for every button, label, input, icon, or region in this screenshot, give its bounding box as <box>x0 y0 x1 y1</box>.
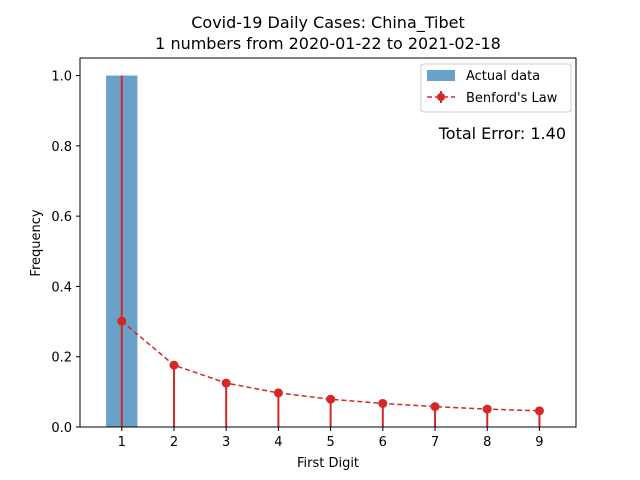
benford-point-2 <box>169 360 179 370</box>
y-tick-label-3: 0.6 <box>51 210 72 225</box>
chart-subtitle: 1 numbers from 2020-01-22 to 2021-02-18 <box>155 34 501 53</box>
legend-box <box>420 63 572 113</box>
x-tick-label-8: 8 <box>483 435 491 450</box>
plot-area: 1 2 3 4 5 6 7 8 9 0.0 0.2 0.4 0.6 0.8 1.0 <box>51 70 544 450</box>
legend-swatch-actual-data <box>427 70 455 81</box>
axes-frame <box>79 57 577 428</box>
x-tick-label-5: 5 <box>326 435 334 450</box>
y-axis-label: Frequency <box>29 209 44 276</box>
y-tick-label-4: 0.8 <box>51 140 72 155</box>
y-tick-label-1: 0.2 <box>51 351 72 366</box>
benford-point-5 <box>326 394 336 404</box>
x-tick-label-2: 2 <box>170 435 178 450</box>
legend-label-benford: Benford's Law <box>466 91 558 106</box>
y-tick-label-5: 1.0 <box>51 70 72 85</box>
y-tick-label-2: 0.4 <box>51 280 72 295</box>
x-tick-label-9: 9 <box>535 435 543 450</box>
total-error-annotation: Total Error: 1.40 <box>438 124 566 143</box>
benford-point-8 <box>482 404 492 414</box>
legend: Actual data Benford's Law <box>420 63 572 113</box>
benford-point-9 <box>534 406 544 416</box>
x-tick-label-6: 6 <box>379 435 387 450</box>
x-tick-label-7: 7 <box>431 435 439 450</box>
benford-point-4 <box>273 388 283 398</box>
legend-swatch-benford-marker <box>437 93 445 101</box>
benford-point-7 <box>430 402 440 412</box>
y-tick-label-0: 0.0 <box>51 421 72 436</box>
chart-title: Covid-19 Daily Cases: China_Tibet <box>191 13 465 33</box>
legend-label-actual-data: Actual data <box>466 69 540 84</box>
benford-point-6 <box>378 398 388 408</box>
x-tick-label-4: 4 <box>274 435 282 450</box>
x-axis-label: First Digit <box>297 456 359 471</box>
benford-line <box>121 320 540 412</box>
benford-point-3 <box>221 378 231 388</box>
x-tick-label-3: 3 <box>222 435 230 450</box>
x-tick-label-1: 1 <box>118 435 126 450</box>
benford-point-1 <box>117 316 127 326</box>
